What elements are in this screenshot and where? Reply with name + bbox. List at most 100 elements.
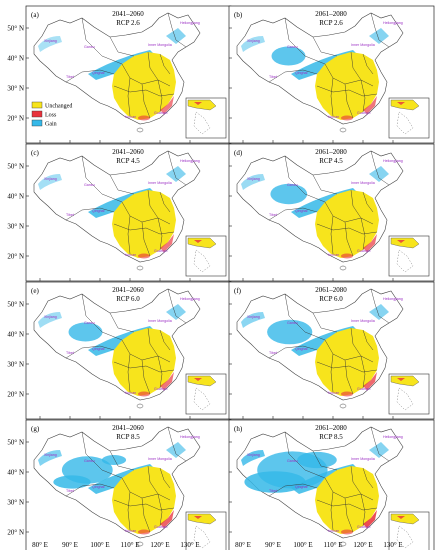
province-label: Tibet: [66, 351, 74, 355]
province-label: Xinjiang: [247, 177, 260, 181]
province-boundary: [159, 467, 171, 489]
lon-label: 80° E: [32, 541, 48, 549]
gain-area: [166, 442, 186, 458]
hainan-island: [339, 265, 347, 271]
loss-area: [363, 234, 377, 252]
loss-area: [160, 234, 174, 252]
gain-area: [241, 312, 265, 328]
province-boundary: [370, 426, 390, 462]
lon-label: 80° E: [235, 541, 251, 549]
province-boundary: [147, 51, 159, 81]
lat-label: 40° N: [7, 331, 24, 339]
province-boundary: [330, 77, 334, 117]
province-boundary: [147, 465, 159, 495]
loss-area: [160, 372, 174, 390]
panel-period: 2061–2080: [315, 424, 347, 432]
inset-loss: [194, 516, 202, 519]
hainan-island: [136, 265, 144, 271]
south-china-sea-inset: [388, 97, 430, 139]
province-boundary: [360, 493, 366, 527]
province-boundary: [65, 345, 115, 359]
province-boundary: [113, 85, 175, 97]
lat-label: 50° N: [7, 25, 24, 33]
province-label: Xinjiang: [44, 315, 57, 319]
gain-area: [166, 166, 186, 182]
gain-area: [369, 28, 389, 44]
south-china-sea-inset: [185, 511, 227, 550]
province-label: Heilongjiang: [383, 21, 403, 25]
axis-labels: 50° N 40° N 30° N 20° N 50° N 40° N 30° N 20° N…: [7, 25, 402, 550]
gain-area: [68, 322, 103, 342]
province-label: Yunnan: [327, 391, 339, 395]
legend-swatch: [31, 119, 43, 127]
unchanged-area: [112, 328, 176, 396]
province-label: Gansu: [84, 45, 95, 49]
unchanged-area: [315, 52, 379, 120]
panel-letter: (b): [234, 11, 243, 19]
province-boundary: [360, 217, 366, 251]
province-boundary: [370, 288, 390, 324]
province-label: Heilongjiang: [383, 159, 403, 163]
inset-boundary: [193, 525, 211, 549]
province-label: Inner Mongolia: [148, 319, 172, 323]
hainan-island: [339, 541, 347, 547]
province-boundary: [360, 355, 366, 389]
province-boundary: [109, 36, 135, 57]
legend-label: Loss: [45, 113, 57, 119]
legend-label: Gain: [45, 122, 57, 128]
panel-period: 2041–2060: [112, 424, 144, 432]
panel-scenario: RCP 4.5: [116, 157, 140, 165]
province-boundary: [159, 329, 171, 351]
province-boundary: [167, 288, 187, 324]
province-boundary: [312, 312, 338, 333]
province-boundary: [157, 217, 163, 251]
province-label: Tibet: [269, 489, 277, 493]
lat-label: 40° N: [7, 469, 24, 477]
south-china-sea-inset: [185, 235, 227, 277]
province-boundary: [350, 189, 362, 219]
panel-period: 2041–2060: [112, 10, 144, 18]
legend-swatch: [31, 101, 43, 109]
inset-boundary: [396, 525, 414, 549]
province-boundary: [141, 497, 151, 533]
province-boundary: [344, 359, 354, 395]
province-boundary: [81, 431, 123, 479]
lat-label: 20° N: [7, 115, 24, 123]
province-label: Tibet: [66, 213, 74, 217]
province-boundary: [147, 189, 159, 219]
province-label: Yunnan: [327, 529, 339, 533]
province-boundary: [127, 491, 131, 531]
province-label: Qinghai: [92, 209, 105, 213]
province-label: Heilongjiang: [180, 297, 200, 301]
lat-label: 30° N: [7, 499, 24, 507]
panel-period: 2061–2080: [315, 148, 347, 156]
province-boundary: [350, 327, 362, 357]
inset-boundary: [396, 111, 414, 135]
province-label: Guangxi: [357, 111, 371, 115]
province-label: Heilongjiang: [180, 435, 200, 439]
gain-area: [271, 46, 306, 66]
province-boundary: [330, 353, 334, 393]
gain-area: [166, 28, 186, 44]
province-boundary: [360, 79, 366, 113]
loss-area: [341, 115, 353, 121]
inset-loss: [397, 378, 405, 381]
province-boundary: [141, 221, 151, 257]
province-label: Qinghai: [295, 71, 308, 75]
inset-boundary: [193, 387, 211, 411]
province-boundary: [344, 497, 354, 533]
province-boundary: [344, 221, 354, 257]
province-label: Qinghai: [295, 209, 308, 213]
lon-label: 90° E: [265, 541, 281, 549]
province-boundary: [157, 355, 163, 389]
province-label: Heilongjiang: [180, 21, 200, 25]
panel-period: 2061–2080: [315, 286, 347, 294]
province-boundary: [370, 12, 390, 48]
province-label: Guangxi: [154, 387, 168, 391]
province-boundary: [141, 359, 151, 395]
panel-letter: (d): [234, 149, 243, 157]
